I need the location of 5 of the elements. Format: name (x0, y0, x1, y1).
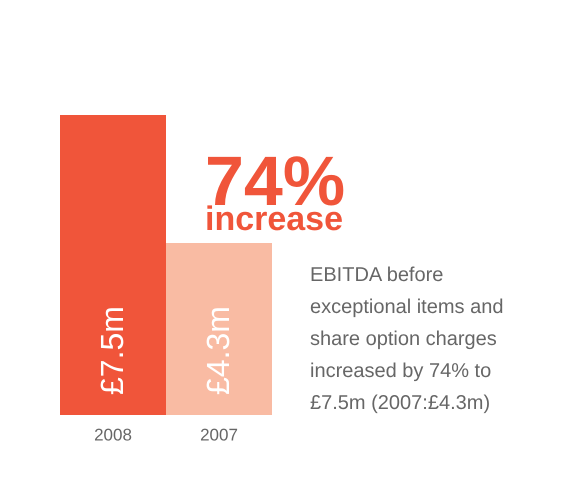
x-tick-label: 2008 (94, 426, 132, 444)
text: EBITDA before exceptional items and share option charges increased by 74% to £7.5m (2007:£4.3m) (310, 264, 504, 414)
data-label: £4.3m (200, 306, 236, 395)
x-tick-label: 2007 (200, 426, 238, 444)
data-label: £7.5m (94, 306, 130, 395)
